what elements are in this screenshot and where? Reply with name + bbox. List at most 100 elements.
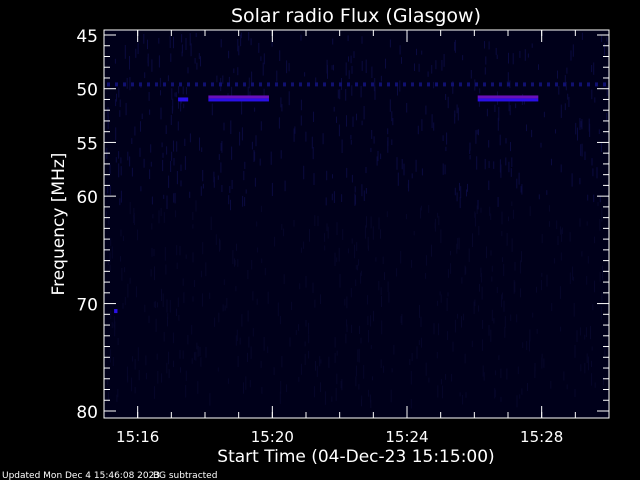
noise-streak	[587, 256, 589, 264]
noise-streak	[184, 138, 186, 146]
noise-streak	[217, 175, 219, 180]
noise-streak	[305, 131, 307, 142]
interference-dash	[219, 82, 222, 87]
noise-streak	[587, 356, 589, 371]
noise-streak	[150, 161, 152, 167]
noise-streak	[127, 375, 129, 383]
noise-streak	[113, 316, 115, 325]
noise-streak	[584, 362, 586, 374]
interference-dash	[555, 82, 558, 87]
noise-streak	[420, 205, 422, 211]
noise-streak	[231, 86, 233, 96]
noise-streak	[163, 212, 165, 223]
interference-dash	[459, 82, 462, 87]
noise-streak	[355, 195, 356, 205]
noise-streak	[381, 320, 383, 335]
noise-streak	[458, 237, 460, 250]
noise-streak	[280, 150, 282, 159]
noise-streak	[548, 221, 550, 227]
noise-streak	[158, 210, 160, 224]
interference-dash	[595, 82, 598, 87]
interference-dash	[163, 82, 166, 87]
noise-streak	[185, 38, 187, 50]
noise-streak	[288, 91, 290, 106]
noise-streak	[122, 302, 124, 309]
noise-streak	[190, 43, 192, 57]
noise-streak	[467, 183, 468, 192]
noise-streak	[391, 111, 393, 122]
noise-streak	[461, 316, 462, 328]
noise-streak	[332, 174, 333, 179]
noise-streak	[199, 137, 200, 151]
noise-streak	[195, 351, 197, 361]
noise-streak	[293, 128, 295, 142]
interference-dash	[267, 82, 270, 87]
noise-streak	[347, 248, 349, 254]
noise-streak	[255, 135, 257, 147]
noise-streak	[346, 319, 348, 327]
noise-streak	[235, 335, 237, 346]
noise-streak	[599, 219, 601, 231]
noise-streak	[387, 128, 389, 135]
noise-streak	[214, 317, 216, 327]
interference-dash	[331, 82, 334, 87]
noise-streak	[570, 50, 572, 61]
noise-streak	[380, 287, 382, 296]
noise-streak	[575, 122, 577, 135]
noise-streak	[230, 120, 232, 134]
interference-dash	[355, 82, 358, 87]
noise-streak	[170, 114, 172, 125]
noise-streak	[494, 388, 496, 399]
noise-streak	[488, 161, 490, 168]
interference-dash	[467, 82, 470, 87]
noise-streak	[173, 36, 174, 49]
emission-band-lower	[208, 98, 269, 102]
noise-streak	[183, 292, 185, 304]
noise-streak	[358, 384, 360, 390]
noise-streak	[503, 300, 505, 312]
noise-streak	[441, 60, 443, 71]
noise-streak	[240, 34, 242, 47]
noise-streak	[438, 323, 440, 336]
noise-streak	[564, 103, 566, 111]
interference-dash	[323, 82, 326, 87]
noise-streak	[577, 127, 578, 141]
noise-streak	[288, 63, 290, 72]
noise-streak	[344, 298, 346, 306]
noise-streak	[474, 213, 476, 227]
noise-streak	[166, 146, 168, 155]
noise-streak	[243, 382, 244, 394]
noise-streak	[573, 302, 575, 317]
noise-streak	[384, 272, 385, 280]
noise-streak	[465, 267, 467, 274]
noise-streak	[283, 274, 285, 284]
noise-streak	[497, 117, 499, 131]
noise-streak	[161, 373, 163, 383]
noise-streak	[170, 160, 172, 172]
noise-streak	[555, 129, 556, 134]
noise-streak	[234, 260, 236, 266]
noise-streak	[261, 387, 263, 394]
noise-streak	[312, 282, 314, 294]
noise-streak	[237, 355, 239, 367]
noise-streak	[591, 89, 593, 100]
noise-streak	[293, 220, 295, 227]
noise-streak	[163, 194, 165, 199]
noise-streak	[196, 342, 198, 350]
noise-streak	[115, 127, 117, 140]
noise-streak	[119, 99, 121, 107]
noise-streak	[181, 51, 183, 57]
noise-streak	[511, 238, 513, 252]
noise-streak	[452, 81, 454, 94]
noise-streak	[325, 197, 327, 206]
noise-streak	[505, 138, 507, 144]
noise-streak	[254, 107, 256, 112]
noise-streak	[111, 246, 113, 259]
noise-streak	[238, 45, 240, 56]
noise-streak	[341, 379, 343, 391]
noise-streak	[485, 56, 487, 65]
noise-streak	[115, 157, 117, 163]
noise-streak	[118, 163, 120, 178]
noise-streak	[222, 304, 224, 312]
noise-streak	[400, 251, 402, 264]
